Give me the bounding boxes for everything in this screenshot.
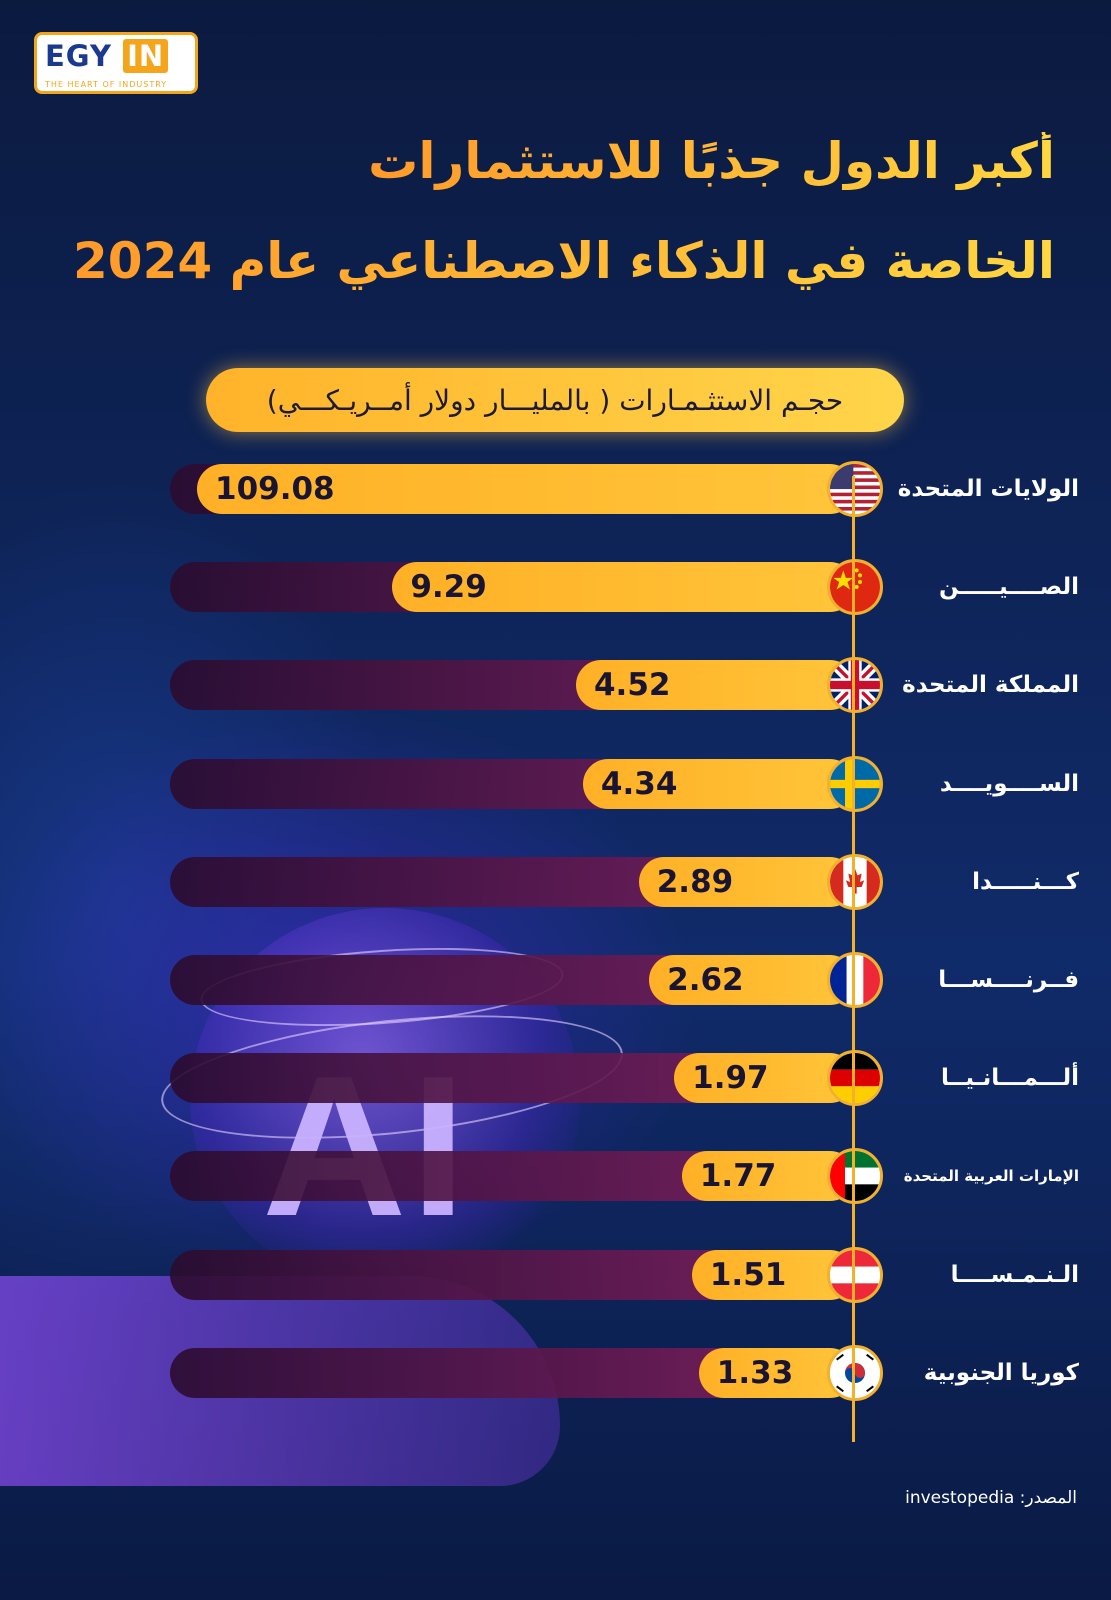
bar-row: 9.29 الصــــيـــــن (0, 559, 1111, 616)
unit-label-pill: حجـم الاستثـمـارات ( بالمليـــار دولار أ… (206, 368, 904, 432)
category-label: الإمارات العربية المتحدة (903, 1167, 1079, 1186)
data-label: 1.97 (692, 1060, 769, 1097)
egyin-logo: EGY IN THE HEART OF INDUSTRY (34, 32, 198, 94)
bar (582, 758, 855, 809)
data-label: 2.62 (667, 962, 744, 998)
page-title-line1: أكبر الدول جذبًا للاستثمارات (368, 132, 1055, 190)
source-note: المصدر: investopedia (905, 1488, 1077, 1508)
bar (681, 1151, 855, 1202)
data-label: 1.33 (716, 1354, 794, 1391)
bar (575, 660, 855, 711)
data-label: 9.29 (410, 569, 487, 606)
category-label: ألـــمـــانـيــا (941, 1065, 1079, 1092)
bar-row: 1.77 الإمارات العربية المتحدة (0, 1148, 1111, 1205)
bar-row: 1.51 الـنـمـســــا (0, 1246, 1111, 1303)
data-label: 1.77 (699, 1158, 777, 1195)
category-label: كوريا الجنوبية (923, 1359, 1079, 1386)
flag-fr-icon (827, 952, 883, 1008)
data-label: 4.34 (600, 765, 678, 802)
category-label: الســــويــــد (939, 770, 1079, 797)
logo-tagline: THE HEART OF INDUSTRY (45, 80, 168, 89)
bar-row: 2.62 فــرنــــســـا (0, 952, 1111, 1008)
flag-se-icon (827, 755, 883, 812)
flag-at-icon (827, 1246, 883, 1303)
flag-ca-icon (827, 853, 883, 910)
bar-row: 109.08 الولايات المتحدة (0, 461, 1111, 517)
flag-us-icon (827, 461, 883, 517)
category-label: الولايات المتحدة (897, 476, 1079, 502)
bar-row: 4.52 المملكة المتحدة (0, 657, 1111, 714)
bar (638, 856, 855, 907)
category-label: الـنـمـســــا (950, 1261, 1079, 1288)
page-title-line2: الخاصة في الذكاء الاصطناعي عام 2024 (73, 232, 1055, 290)
category-label: فــرنــــســـا (938, 967, 1079, 993)
logo-text-egy: EGY (45, 39, 112, 73)
bar-row: 1.97 ألـــمـــانـيــا (0, 1050, 1111, 1107)
flag-cn-icon (827, 559, 883, 616)
bar-row: 4.34 الســــويــــد (0, 755, 1111, 812)
category-label: المملكة المتحدة (902, 672, 1079, 699)
bar-row: 2.89 كـــنـــــدا (0, 853, 1111, 910)
flag-ae-icon (827, 1148, 883, 1205)
category-label: الصــــيـــــن (938, 574, 1079, 601)
bar (674, 1053, 855, 1104)
bar-row: 1.33 كوريا الجنوبية (0, 1344, 1111, 1401)
flag-kr-icon (827, 1344, 883, 1401)
data-label: 2.89 (656, 863, 734, 900)
data-label: 1.51 (709, 1256, 787, 1293)
flag-gb-icon (827, 657, 883, 714)
bar (197, 464, 855, 514)
bar (649, 955, 855, 1005)
unit-label: حجـم الاستثـمـارات ( بالمليـــار دولار أ… (266, 383, 844, 417)
logo-text-in: IN (123, 39, 169, 73)
data-label: 109.08 (215, 471, 335, 507)
bar (392, 562, 855, 613)
category-label: كـــنـــــدا (972, 868, 1079, 895)
chart-axis-line (852, 476, 855, 1442)
data-label: 4.52 (593, 667, 671, 704)
logo-wordmark: EGY IN (45, 39, 169, 73)
flag-de-icon (827, 1050, 883, 1107)
